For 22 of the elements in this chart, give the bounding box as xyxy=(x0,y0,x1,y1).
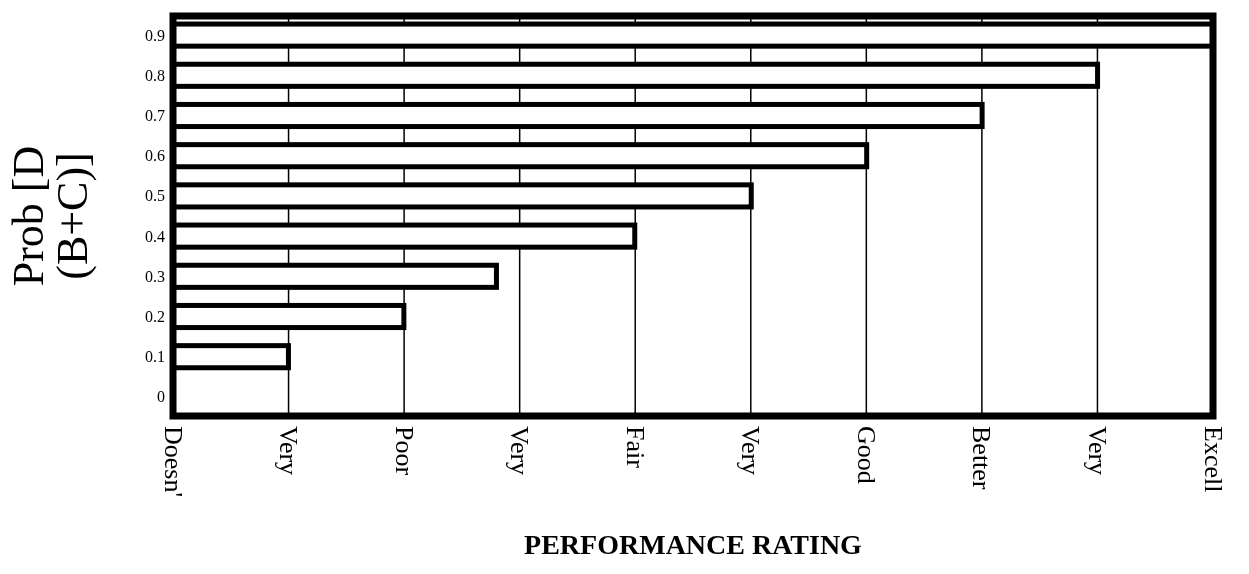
y-tick-label: 0.4 xyxy=(145,227,165,245)
y-axis-title: Prob [D (B+C)] xyxy=(4,145,97,287)
y-tick-label: 0.2 xyxy=(145,308,165,325)
y-tick-label: 0.9 xyxy=(145,26,165,44)
y-tick-label: 0.1 xyxy=(145,348,165,366)
y-tick-label: 0.6 xyxy=(145,147,165,165)
x-axis-title: PERFORMANCE RATING xyxy=(524,529,863,560)
y-tick-label: 0.5 xyxy=(145,187,165,205)
text: Very xyxy=(274,426,304,476)
text: Good xyxy=(851,426,881,484)
text: Better xyxy=(967,426,997,490)
y-tick-label: 0.3 xyxy=(145,267,165,285)
text: Very xyxy=(736,426,766,476)
text: Fair xyxy=(620,426,650,469)
y-tick-label: 0.8 xyxy=(145,66,165,84)
y-tick-label: 0.7 xyxy=(145,107,165,124)
text: Very xyxy=(505,426,535,476)
text: Doesn' xyxy=(158,426,188,498)
text: Very xyxy=(1082,426,1112,476)
text: Excell xyxy=(1198,426,1228,493)
y-tick-label: 0 xyxy=(157,388,165,406)
text: Poor xyxy=(389,426,419,476)
